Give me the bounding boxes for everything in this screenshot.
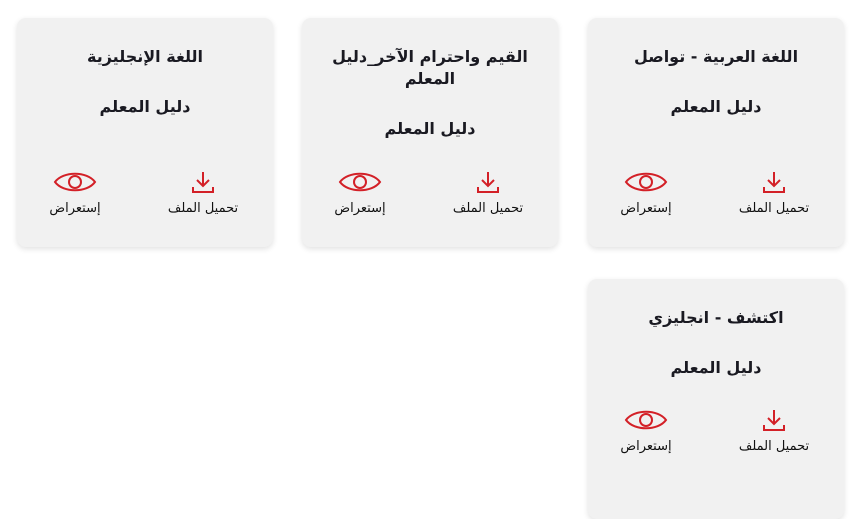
card-subtitle: دليل المعلم xyxy=(670,358,762,377)
card-title: اللغة الإنجليزية xyxy=(87,47,203,66)
download-button[interactable]: تحميل الملف xyxy=(724,169,824,216)
view-label: إستعراض xyxy=(334,201,386,216)
card-actions: تحميل الملف إستعراض xyxy=(588,169,844,229)
view-label: إستعراض xyxy=(49,201,101,216)
view-button[interactable]: إستعراض xyxy=(25,169,125,216)
download-label: تحميل الملف xyxy=(167,201,239,216)
view-label: إستعراض xyxy=(620,201,672,216)
card-title: اللغة العربية - تواصل xyxy=(633,47,799,66)
card-title: اكتشف - انجليزي xyxy=(648,308,784,327)
eye-icon xyxy=(53,172,97,192)
view-button[interactable]: إستعراض xyxy=(596,407,696,454)
view-button[interactable]: إستعراض xyxy=(310,169,410,216)
resource-card: اللغة العربية - تواصل دليل المعلم تحميل … xyxy=(588,18,844,247)
view-label: إستعراض xyxy=(620,439,672,454)
resource-card: اكتشف - انجليزي دليل المعلم تحميل الملف … xyxy=(588,279,844,519)
download-label: تحميل الملف xyxy=(738,439,810,454)
download-label: تحميل الملف xyxy=(738,201,810,216)
download-icon xyxy=(763,410,785,431)
download-button[interactable]: تحميل الملف xyxy=(153,169,253,216)
card-actions: تحميل الملف إستعراض xyxy=(302,169,558,229)
view-button[interactable]: إستعراض xyxy=(596,169,696,216)
card-actions: تحميل الملف إستعراض xyxy=(17,169,273,229)
download-icon xyxy=(192,172,214,193)
resource-card: القيم واحترام الآخر_دليل المعلم دليل الم… xyxy=(302,18,558,247)
card-title: القيم واحترام الآخر_دليل المعلم xyxy=(332,47,528,88)
download-button[interactable]: تحميل الملف xyxy=(724,407,824,454)
eye-icon xyxy=(338,172,382,192)
download-icon xyxy=(763,172,785,193)
card-subtitle: دليل المعلم xyxy=(99,97,191,116)
resource-card: اللغة الإنجليزية دليل المعلم تحميل الملف… xyxy=(17,18,273,247)
eye-icon xyxy=(624,172,668,192)
download-button[interactable]: تحميل الملف xyxy=(438,169,538,216)
card-subtitle: دليل المعلم xyxy=(384,119,476,138)
eye-icon xyxy=(624,410,668,430)
download-label: تحميل الملف xyxy=(452,201,524,216)
card-actions: تحميل الملف إستعراض xyxy=(588,407,844,467)
card-subtitle: دليل المعلم xyxy=(670,97,762,116)
download-icon xyxy=(477,172,499,193)
